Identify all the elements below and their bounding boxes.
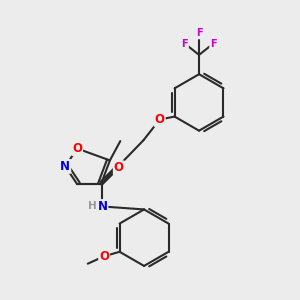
Text: N: N bbox=[98, 200, 107, 213]
Text: H: H bbox=[88, 202, 96, 212]
Text: F: F bbox=[182, 39, 188, 49]
Text: O: O bbox=[155, 113, 165, 126]
Text: F: F bbox=[196, 28, 202, 38]
Text: O: O bbox=[114, 161, 124, 174]
Text: O: O bbox=[72, 142, 82, 155]
Text: N: N bbox=[60, 160, 70, 173]
Text: O: O bbox=[99, 250, 109, 263]
Text: F: F bbox=[210, 39, 217, 49]
